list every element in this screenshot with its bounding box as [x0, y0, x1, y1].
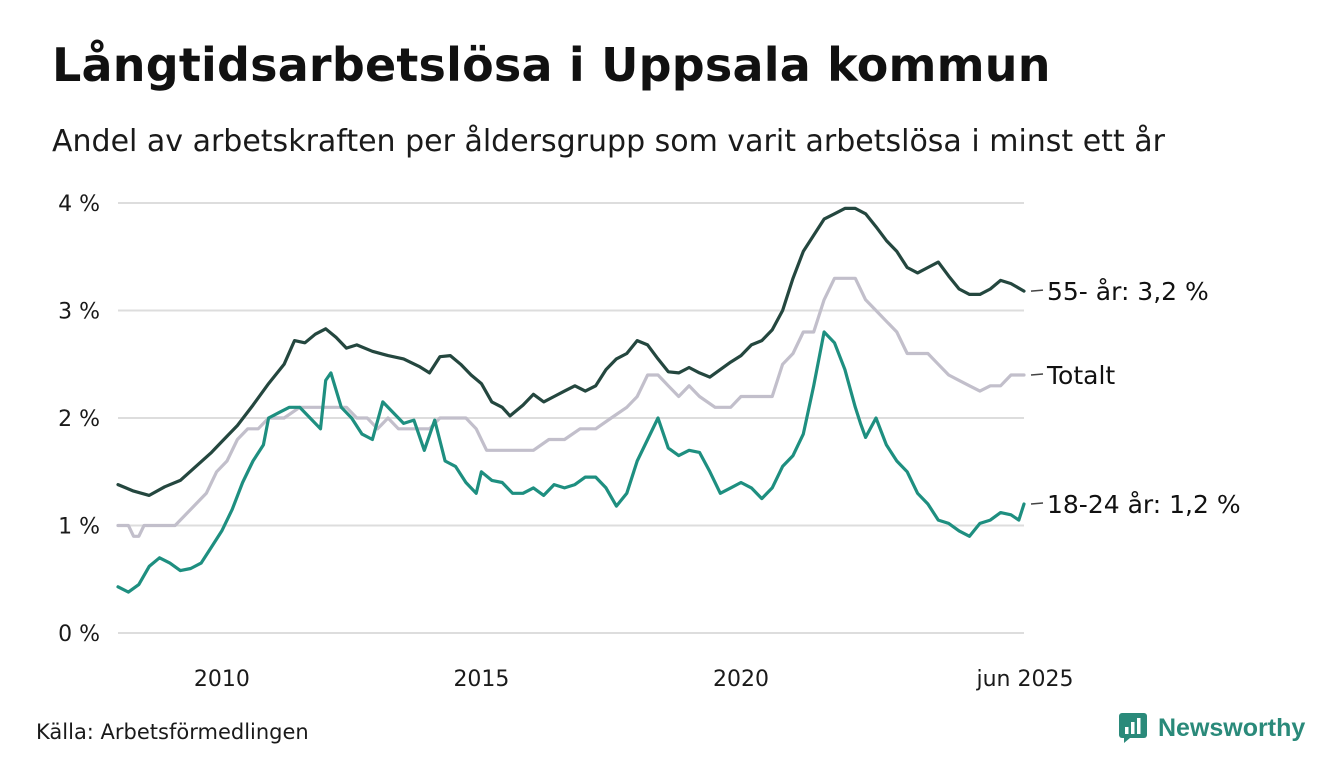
series-line-18-24-r [116, 330, 1026, 594]
chart-subtitle: Andel av arbetskraften per åldersgrupp s… [52, 124, 1165, 159]
y-tick-label: 0 % [58, 622, 100, 647]
series-line-totalt [116, 276, 1026, 538]
series-end-label: Totalt [1046, 361, 1115, 390]
x-tick-label: 2020 [713, 667, 769, 692]
y-tick-label: 4 % [58, 192, 100, 217]
grid-lines [118, 202, 1024, 634]
source-note: Källa: Arbetsförmedlingen [36, 720, 309, 744]
label-connector [1030, 502, 1044, 505]
series-end-labels: 55- år: 3,2 % Totalt 18-24 år: 1,2 % [1030, 277, 1241, 519]
label-connector [1030, 373, 1044, 376]
brand: Newsworthy [1118, 712, 1305, 744]
x-tick-label: 2015 [453, 667, 509, 692]
y-axis-tick-labels: 0 % 1 % 2 % 3 % 4 % [58, 192, 100, 647]
series-line-55-r [116, 206, 1026, 497]
y-tick-label: 2 % [58, 407, 100, 432]
series-lines [116, 206, 1026, 594]
y-tick-label: 1 % [58, 515, 100, 540]
x-axis-tick-labels: 2010 2015 2020 jun 2025 [194, 667, 1074, 692]
x-tick-label: jun 2025 [976, 667, 1074, 692]
brand-name: Newsworthy [1158, 713, 1306, 742]
series-end-label: 18-24 år: 1,2 % [1047, 490, 1241, 519]
series-end-label: 55- år: 3,2 % [1047, 277, 1209, 306]
x-tick-label: 2010 [194, 667, 250, 692]
label-connector [1030, 289, 1044, 292]
chart-title: Långtidsarbetslösa i Uppsala kommun [52, 38, 1051, 92]
y-tick-label: 3 % [58, 300, 100, 325]
bar-chart-logo-icon [1119, 713, 1147, 743]
